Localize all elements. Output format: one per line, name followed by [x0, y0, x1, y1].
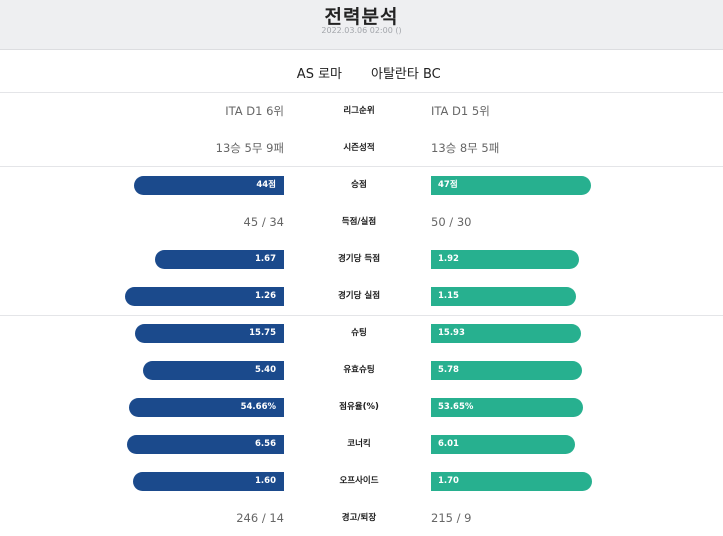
home-goals-for-against: 45 / 34	[243, 215, 284, 229]
stat-label: 오프사이드	[339, 476, 379, 486]
away-stat-value: 1.92	[438, 254, 459, 264]
stat-label: 리그순위	[343, 106, 375, 116]
home-stat-value: 54.66%	[240, 402, 276, 412]
away-season-record: 13승 8무 5패	[431, 141, 500, 155]
home-stat-value: 15.75	[249, 328, 276, 338]
stat-row-cards: 246 / 14 경고/퇴장 215 / 9	[0, 500, 723, 536]
home-stat-value: 5.40	[255, 365, 276, 375]
away-stat-bar: 15.93	[431, 324, 581, 343]
stat-label: 시즌성적	[343, 143, 375, 153]
home-stat-bar: 1.26	[125, 287, 284, 306]
away-cards: 215 / 9	[431, 511, 472, 525]
stat-row-offsides: 1.60 오프사이드 1.70	[0, 463, 723, 500]
home-season-record: 13승 5무 9패	[215, 141, 284, 155]
away-stat-value: 47점	[438, 180, 458, 190]
match-datetime: 2022.03.06 02:00 ()	[321, 26, 402, 35]
stat-row-possession: 54.66% 점유율(%) 53.65%	[0, 389, 723, 426]
home-stat-value: 1.60	[255, 476, 276, 486]
home-stat-bar: 54.66%	[129, 398, 284, 417]
home-stat-bar: 15.75	[135, 324, 284, 343]
away-stat-bar: 1.15	[431, 287, 576, 306]
home-stat-bar: 1.67	[155, 250, 284, 269]
home-stat-value: 44점	[256, 180, 276, 190]
section-divider	[0, 166, 723, 167]
home-stat-value: 1.67	[255, 254, 276, 264]
home-stat-value: 1.26	[255, 291, 276, 301]
home-stat-bar: 1.60	[133, 472, 284, 491]
stat-label: 승점	[351, 180, 367, 190]
stat-label: 점유율(%)	[339, 402, 379, 412]
home-team-name[interactable]: AS 로마	[296, 67, 342, 82]
home-stat-bar: 44점	[134, 176, 284, 195]
away-stat-value: 1.70	[438, 476, 459, 486]
stat-row-conceded-per-game: 1.26 경기당 실점 1.15	[0, 278, 723, 315]
stat-row-points: 44점 승점 47점	[0, 167, 723, 204]
away-stat-bar: 47점	[431, 176, 591, 195]
stat-row-corners: 6.56 코너킥 6.01	[0, 426, 723, 463]
away-stat-value: 53.65%	[438, 402, 474, 412]
away-stat-bar: 53.65%	[431, 398, 583, 417]
away-stat-value: 15.93	[438, 328, 465, 338]
stat-row-season-record: 13승 5무 9패 시즌성적 13승 8무 5패	[0, 130, 723, 167]
teams-row: AS 로마 아탈란타 BC	[0, 50, 723, 93]
stat-row-league-rank: ITA D1 6위 리그순위 ITA D1 5위	[0, 93, 723, 130]
home-cards: 246 / 14	[236, 511, 284, 525]
section-divider	[0, 315, 723, 316]
home-stat-value: 6.56	[255, 439, 276, 449]
home-league-rank: ITA D1 6위	[225, 104, 284, 118]
stat-label: 유효슈팅	[343, 365, 375, 375]
away-stat-bar: 1.70	[431, 472, 592, 491]
stat-row-shots: 15.75 슈팅 15.93	[0, 315, 723, 352]
away-stat-value: 1.15	[438, 291, 459, 301]
stat-label: 경기당 실점	[337, 291, 381, 301]
away-goals-for-against: 50 / 30	[431, 215, 472, 229]
page-title: 전력분석	[324, 6, 399, 28]
away-stat-value: 6.01	[438, 439, 459, 449]
stat-row-goals-per-game: 1.67 경기당 득점 1.92	[0, 241, 723, 278]
away-team-name[interactable]: 아탈란타 BC	[371, 67, 441, 82]
away-stat-bar: 5.78	[431, 361, 582, 380]
away-stat-bar: 6.01	[431, 435, 575, 454]
stat-label: 득점/실점	[341, 217, 377, 227]
page-header: 전력분석 2022.03.06 02:00 ()	[0, 0, 723, 50]
away-stat-bar: 1.92	[431, 250, 579, 269]
stat-row-shots-on-target: 5.40 유효슈팅 5.78	[0, 352, 723, 389]
stat-label: 경고/퇴장	[341, 513, 377, 523]
stat-label: 경기당 득점	[337, 254, 381, 264]
stat-row-goals: 45 / 34 득점/실점 50 / 30	[0, 204, 723, 241]
away-stat-value: 5.78	[438, 365, 459, 375]
stat-label: 슈팅	[351, 328, 367, 338]
home-stat-bar: 6.56	[127, 435, 284, 454]
home-stat-bar: 5.40	[143, 361, 284, 380]
away-league-rank: ITA D1 5위	[431, 104, 490, 118]
stat-label: 코너킥	[347, 439, 371, 449]
